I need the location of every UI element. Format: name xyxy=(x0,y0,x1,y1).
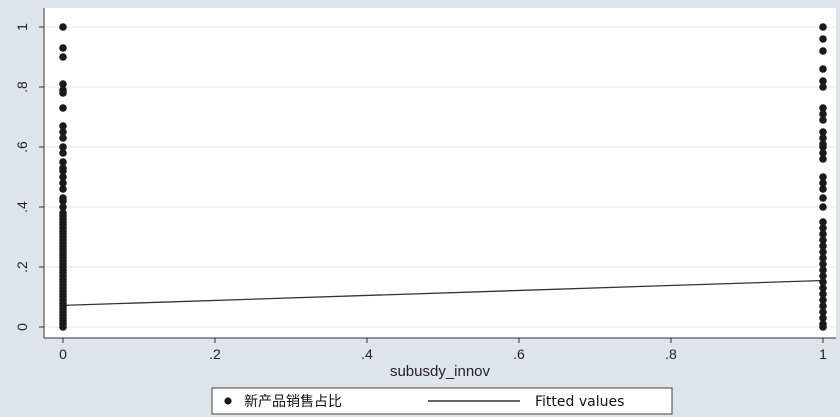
data-point-88 xyxy=(819,266,827,274)
data-point-6 xyxy=(59,104,67,112)
data-point-5 xyxy=(59,89,67,97)
data-point-96 xyxy=(819,314,827,322)
data-point-63 xyxy=(819,65,827,73)
data-point-74 xyxy=(819,155,827,163)
plot-area xyxy=(44,8,836,338)
y-tick-label-4: .8 xyxy=(14,81,30,93)
x-tick-label-4: .8 xyxy=(665,346,677,362)
data-point-20 xyxy=(59,203,67,211)
data-point-80 xyxy=(819,218,827,226)
data-point-9 xyxy=(59,134,67,142)
data-point-12 xyxy=(59,158,67,166)
data-point-0 xyxy=(59,23,67,31)
x-axis-title: subusdy_innov xyxy=(390,363,491,380)
data-point-72 xyxy=(819,143,827,151)
data-point-2 xyxy=(59,53,67,61)
data-point-65 xyxy=(819,83,827,91)
axis-layer: 0 .2 .4 .6 .8 1 0 .2 .4 .6 .8 1 xyxy=(14,8,836,362)
data-point-70 xyxy=(819,134,827,142)
x-tick-label-1: .2 xyxy=(209,346,221,362)
data-point-82 xyxy=(819,230,827,238)
grid-layer xyxy=(44,26,836,328)
y-tick-label-1: .2 xyxy=(14,261,30,273)
x-tick-label-3: .6 xyxy=(513,346,525,362)
data-point-61 xyxy=(819,35,827,43)
data-point-76 xyxy=(819,179,827,187)
data-point-16 xyxy=(59,179,67,187)
data-point-90 xyxy=(819,278,827,286)
data-point-86 xyxy=(819,254,827,262)
data-point-1 xyxy=(59,44,67,52)
x-tick-label-2: .4 xyxy=(361,346,373,362)
data-point-17 xyxy=(59,185,67,193)
data-point-91 xyxy=(819,284,827,292)
legend-marker-scatter xyxy=(224,397,232,405)
point-layer xyxy=(59,23,827,331)
data-point-10 xyxy=(59,143,67,151)
data-point-59 xyxy=(59,323,67,331)
data-point-78 xyxy=(819,194,827,202)
data-point-89 xyxy=(819,272,827,280)
y-tick-label-2: .4 xyxy=(14,201,30,213)
data-point-60 xyxy=(819,23,827,31)
data-point-85 xyxy=(819,248,827,256)
data-point-81 xyxy=(819,224,827,232)
legend-label-line: Fitted values xyxy=(535,394,624,410)
x-tick-label-0: 0 xyxy=(59,346,67,362)
data-point-94 xyxy=(819,302,827,310)
data-point-84 xyxy=(819,242,827,250)
data-point-19 xyxy=(59,197,67,205)
data-point-66 xyxy=(819,104,827,112)
data-point-95 xyxy=(819,308,827,316)
data-point-77 xyxy=(819,185,827,193)
data-point-11 xyxy=(59,149,67,157)
data-point-68 xyxy=(819,116,827,124)
y-tick-label-3: .6 xyxy=(14,141,30,153)
legend-label-scatter: 新产品销售占比 xyxy=(244,394,342,410)
data-point-7 xyxy=(59,122,67,130)
y-tick-label-0: 0 xyxy=(14,323,30,331)
data-point-15 xyxy=(59,173,67,181)
y-tick-label-5: 1 xyxy=(14,23,30,31)
data-point-14 xyxy=(59,167,67,175)
data-point-73 xyxy=(819,149,827,157)
data-point-62 xyxy=(819,47,827,55)
data-point-64 xyxy=(819,77,827,85)
data-point-69 xyxy=(819,128,827,136)
x-tick-label-5: 1 xyxy=(819,346,827,362)
data-point-3 xyxy=(59,80,67,88)
data-point-98 xyxy=(819,323,827,331)
data-point-8 xyxy=(59,128,67,136)
data-point-67 xyxy=(819,110,827,118)
data-point-75 xyxy=(819,173,827,181)
legend: 新产品销售占比 Fitted values xyxy=(211,387,673,415)
fitted-values-line xyxy=(62,279,824,307)
data-point-79 xyxy=(819,203,827,211)
data-point-87 xyxy=(819,260,827,268)
fitted-line-layer xyxy=(62,279,824,307)
data-point-83 xyxy=(819,236,827,244)
data-point-93 xyxy=(819,296,827,304)
data-point-92 xyxy=(819,290,827,298)
